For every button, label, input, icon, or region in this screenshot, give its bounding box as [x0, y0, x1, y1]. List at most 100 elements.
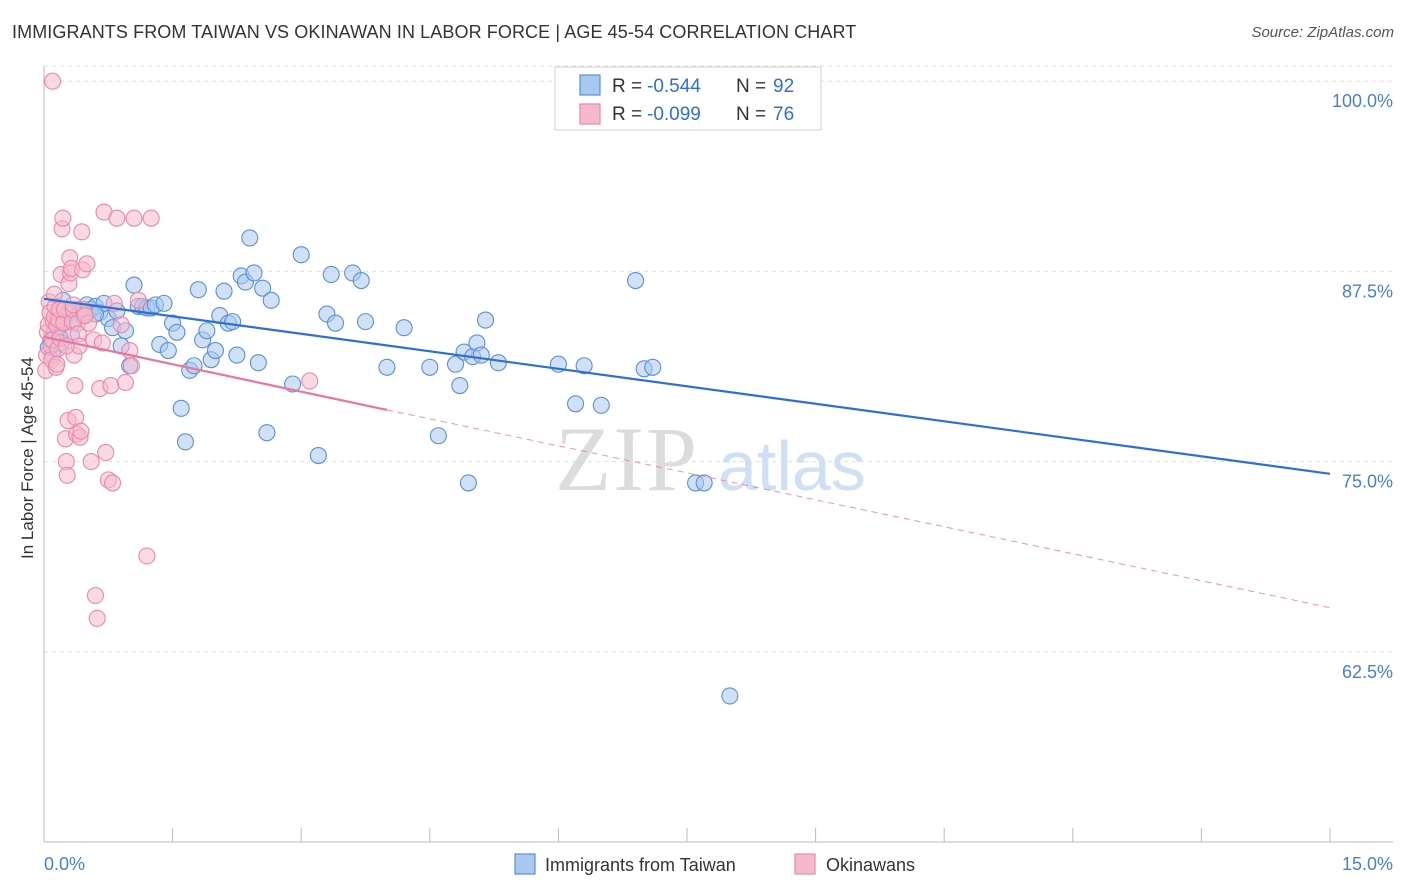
bottom-legend-label-taiwan: Immigrants from Taiwan	[545, 855, 736, 875]
point-taiwan	[451, 376, 469, 395]
point-taiwan	[446, 355, 465, 373]
trend-line-okinawans	[43, 335, 388, 411]
y-tick-label: 87.5%	[1342, 281, 1393, 301]
chart-title: IMMIGRANTS FROM TAIWAN VS OKINAWAN IN LA…	[12, 22, 857, 42]
legend-r-value-2: -0.099	[647, 104, 701, 125]
data-points	[37, 72, 739, 705]
point-okinawans	[58, 466, 76, 484]
point-taiwan	[421, 358, 439, 376]
point-okinawans	[45, 285, 63, 303]
x-tick-label: 15.0%	[1342, 854, 1393, 874]
legend-n-value-2: 76	[773, 104, 794, 125]
point-taiwan	[721, 687, 739, 705]
watermark: ZIP atlas	[555, 408, 866, 510]
point-taiwan	[322, 265, 340, 284]
y-tick-labels: 62.5% 75.0% 87.5% 100.0%	[1332, 91, 1393, 682]
point-taiwan	[695, 474, 713, 492]
point-taiwan	[309, 446, 327, 465]
point-taiwan	[224, 313, 242, 331]
bottom-legend-swatch-taiwan	[514, 853, 536, 875]
trend-lines	[43, 297, 1331, 609]
legend-r-value-1: -0.544	[647, 76, 701, 97]
legend-n-label-2: N =	[736, 104, 766, 125]
y-tick-label: 62.5%	[1342, 662, 1393, 682]
point-taiwan	[566, 395, 585, 413]
point-okinawans	[54, 209, 72, 227]
point-taiwan	[185, 357, 203, 375]
point-okinawans	[102, 376, 120, 395]
legend-r-label-2: R =	[612, 104, 642, 125]
point-taiwan	[215, 282, 233, 300]
axes	[43, 66, 1393, 843]
point-okinawans	[301, 372, 319, 390]
point-okinawans	[138, 547, 156, 565]
point-okinawans	[66, 376, 84, 395]
point-taiwan	[249, 354, 267, 372]
point-okinawans	[73, 223, 91, 241]
point-taiwan	[292, 246, 310, 264]
point-taiwan	[159, 341, 177, 360]
point-okinawans	[122, 357, 140, 375]
point-okinawans	[108, 209, 126, 227]
y-tick-label: 75.0%	[1342, 472, 1393, 492]
point-taiwan	[125, 276, 143, 294]
point-okinawans	[112, 316, 130, 334]
point-taiwan	[168, 323, 186, 341]
point-taiwan	[176, 433, 195, 451]
point-taiwan	[326, 314, 345, 332]
point-taiwan	[378, 358, 396, 376]
legend-n-value-1: 92	[773, 76, 794, 97]
point-taiwan	[489, 354, 507, 372]
point-okinawans	[44, 72, 62, 90]
point-okinawans	[142, 209, 160, 227]
point-taiwan	[476, 311, 495, 329]
point-okinawans	[97, 443, 115, 462]
y-tick-label: 100.0%	[1332, 91, 1393, 111]
point-okinawans	[48, 355, 66, 373]
point-okinawans	[88, 609, 106, 627]
point-taiwan	[258, 424, 276, 442]
point-taiwan	[172, 399, 190, 417]
point-okinawans	[72, 422, 90, 440]
point-okinawans	[129, 291, 147, 309]
point-taiwan	[472, 346, 490, 364]
point-okinawans	[86, 586, 104, 605]
bottom-legend-swatch-okinawans	[794, 853, 816, 875]
point-taiwan	[356, 313, 375, 331]
point-taiwan	[262, 291, 280, 309]
point-taiwan	[155, 294, 173, 312]
legend-r-label-1: R =	[612, 76, 642, 97]
point-taiwan	[241, 229, 259, 247]
point-taiwan	[575, 357, 593, 375]
point-taiwan	[395, 319, 413, 337]
chart-source: Source: ZipAtlas.com	[1251, 24, 1394, 41]
watermark-atlas: atlas	[718, 427, 866, 505]
point-taiwan	[245, 264, 263, 282]
grid-lines	[44, 65, 1393, 653]
trend-line-taiwan	[43, 297, 1331, 475]
legend-swatch-taiwan	[579, 74, 601, 96]
point-okinawans	[78, 255, 96, 273]
x-tick-label: 0.0%	[44, 854, 85, 874]
bottom-legend-label-okinawans: Okinawans	[826, 855, 915, 875]
watermark-zip: ZIP	[555, 408, 699, 510]
legend-n-label-1: N =	[736, 76, 766, 97]
point-taiwan	[254, 279, 272, 297]
x-tick-labels: 0.0% 15.0%	[44, 854, 1393, 874]
point-okinawans	[125, 209, 143, 227]
point-okinawans	[116, 373, 134, 392]
legend-swatch-okinawans	[579, 103, 601, 125]
point-taiwan	[228, 346, 246, 364]
point-taiwan	[198, 322, 216, 340]
point-okinawans	[93, 334, 111, 352]
point-taiwan	[459, 474, 477, 492]
point-taiwan	[352, 271, 370, 290]
point-taiwan	[644, 358, 662, 376]
legend-box: R = -0.544 N = 92 R = -0.099 N = 76	[554, 66, 822, 131]
y-axis-label: In Labor Force | Age 45-54	[18, 357, 37, 559]
point-taiwan	[429, 427, 447, 445]
point-taiwan	[206, 341, 225, 360]
bottom-legend: Immigrants from Taiwan Okinawans	[514, 853, 915, 875]
point-taiwan	[592, 396, 610, 414]
